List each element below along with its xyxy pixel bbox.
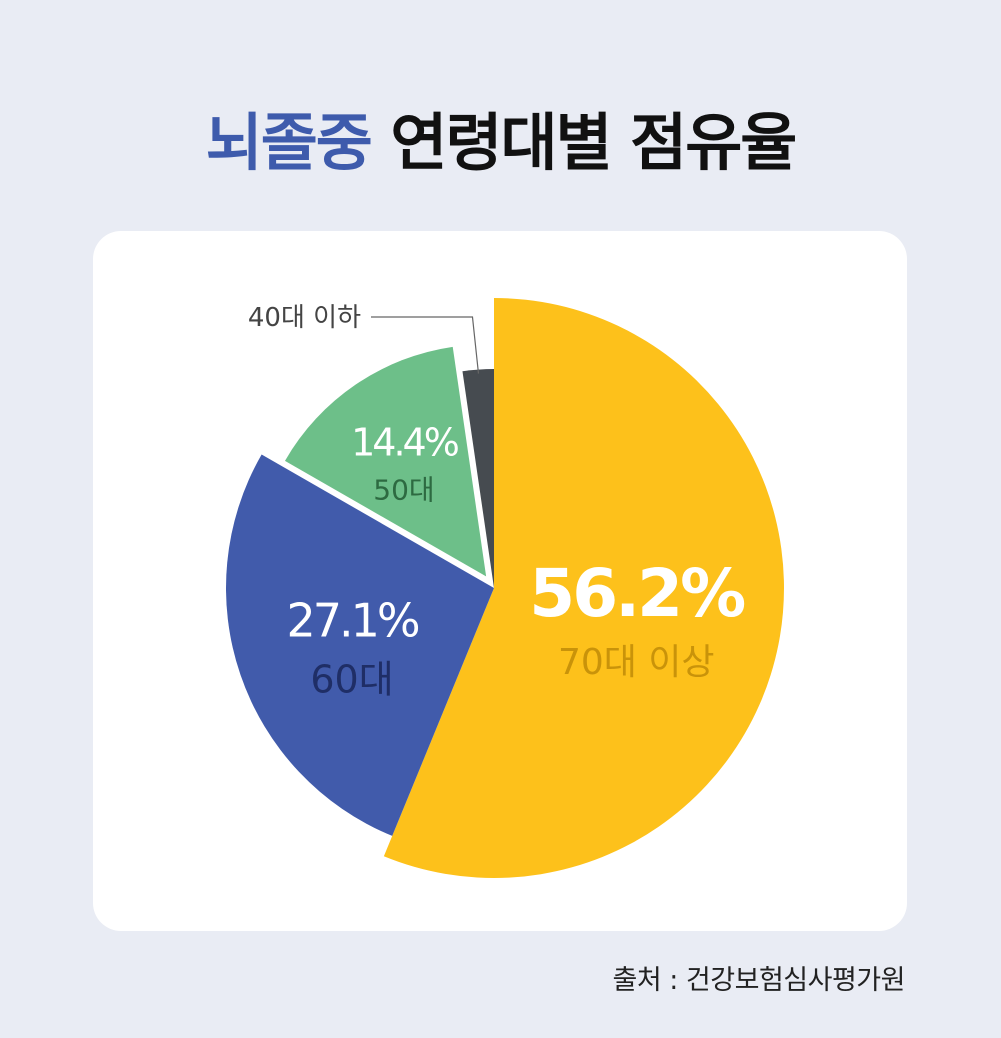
slice-category-label: 70대 이상 bbox=[558, 642, 715, 683]
chart-card: 56.2% 70대 이상 27.1% 60대 14.4% 50대 40대 이하 bbox=[93, 231, 907, 931]
pie-chart: 56.2% 70대 이상 27.1% 60대 14.4% 50대 40대 이하 bbox=[225, 298, 784, 878]
slice-category-label: 50대 bbox=[373, 474, 434, 507]
source-credit: 출처 : 건강보험심사평가원 bbox=[612, 965, 905, 996]
slice-value-label: 14.4% bbox=[351, 421, 459, 465]
slice-value-label: 56.2% bbox=[529, 555, 745, 632]
slice-category-label: 40대 이하 bbox=[248, 303, 361, 333]
title-rest: 연령대별 점유율 bbox=[390, 106, 797, 179]
slice-category-label: 60대 bbox=[310, 658, 393, 702]
pie-slice bbox=[284, 346, 487, 577]
pie-slice bbox=[462, 369, 494, 588]
page-title: 뇌졸중 연령대별 점유율 bbox=[0, 92, 1001, 182]
slice-value-label: 27.1% bbox=[286, 594, 418, 648]
leader-line bbox=[371, 316, 480, 374]
pie-slice bbox=[383, 298, 784, 878]
title-highlight: 뇌졸중 bbox=[205, 106, 373, 179]
pie-slice bbox=[225, 454, 494, 836]
